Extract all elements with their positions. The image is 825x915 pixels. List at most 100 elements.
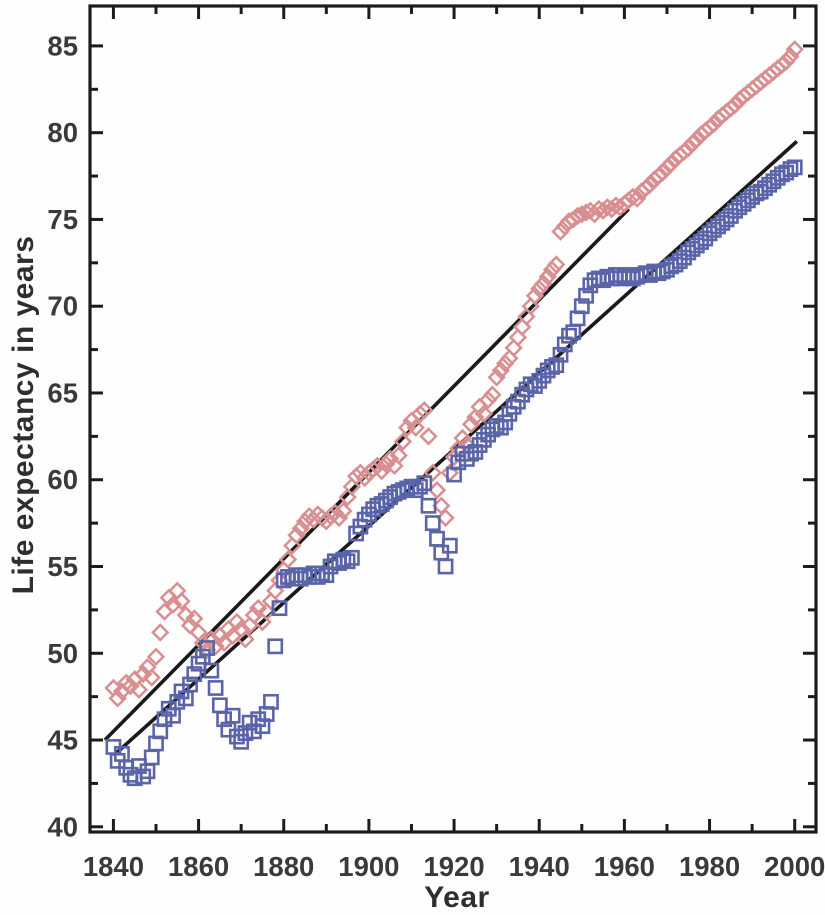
x-tick-label: 1900 [338, 851, 399, 882]
red-diamond-series [104, 40, 804, 708]
data-point-blue-square [335, 551, 352, 568]
y-tick-label: 75 [47, 204, 78, 235]
data-point-red-diamond [534, 274, 553, 293]
data-point-blue-square [237, 725, 254, 741]
data-point-red-diamond [683, 133, 702, 153]
data-point-red-diamond [478, 390, 498, 410]
data-point-red-diamond [636, 179, 655, 198]
data-point-red-diamond [593, 201, 613, 220]
data-point-blue-square [263, 693, 279, 710]
data-point-red-diamond [381, 449, 400, 469]
data-point-blue-square [182, 676, 198, 693]
data-point-red-diamond [474, 404, 494, 423]
data-point-blue-square [356, 511, 373, 528]
data-point-red-diamond [419, 427, 438, 446]
data-point-blue-square [556, 336, 573, 353]
data-point-blue-square [518, 381, 535, 398]
data-point-blue-square [233, 733, 250, 750]
data-point-blue-square [659, 261, 675, 278]
data-point-red-diamond [598, 198, 617, 217]
data-point-red-diamond [785, 40, 804, 59]
blue-square-series [105, 159, 803, 787]
y-tick-label: 70 [47, 291, 78, 322]
plot-frame [88, 4, 818, 834]
data-point-red-diamond [687, 130, 706, 149]
data-point-red-diamond [674, 142, 694, 161]
x-tick-label: 1940 [509, 851, 570, 882]
data-point-blue-square [561, 327, 577, 344]
data-point-blue-square [131, 758, 147, 774]
data-point-blue-square [514, 386, 531, 403]
data-point-red-diamond [202, 630, 221, 649]
data-point-red-diamond [619, 191, 638, 210]
axis-ticks [90, 6, 816, 832]
data-point-red-diamond [334, 501, 353, 521]
data-point-blue-square [203, 662, 220, 679]
data-point-red-diamond [777, 52, 796, 71]
data-point-blue-square [697, 230, 714, 247]
data-point-red-diamond [121, 677, 140, 696]
data-point-blue-square [718, 211, 735, 228]
data-point-blue-square [194, 648, 211, 665]
data-point-red-diamond [662, 154, 681, 174]
data-point-blue-square [475, 431, 492, 448]
axis-tick-labels: 1840 1860 1880 1900 1920 1940 1960 1980 2000 40 45… [47, 30, 825, 882]
data-point-red-diamond [185, 609, 204, 628]
data-point-red-diamond [461, 415, 481, 434]
data-point-red-diamond [415, 401, 434, 420]
x-tick-label: 2000 [764, 851, 825, 882]
data-point-blue-square [493, 419, 509, 436]
data-point-blue-square [186, 666, 203, 682]
data-point-red-diamond [278, 550, 298, 569]
data-point-blue-square [420, 497, 437, 514]
data-point-red-diamond [585, 205, 604, 224]
data-point-red-diamond [491, 361, 511, 380]
y-tick-label: 60 [47, 464, 78, 495]
data-point-red-diamond [657, 158, 677, 177]
data-point-red-diamond [227, 612, 247, 632]
data-point-red-diamond [572, 205, 591, 224]
data-point-blue-square [497, 414, 514, 431]
data-point-red-diamond [725, 95, 745, 115]
data-point-blue-square [471, 437, 488, 453]
data-point-blue-square [578, 287, 594, 304]
data-point-blue-square [744, 188, 761, 205]
data-point-blue-square [339, 553, 356, 570]
data-point-blue-square [527, 378, 543, 394]
y-tick-label: 85 [47, 30, 78, 61]
data-point-red-diamond [372, 461, 391, 481]
data-point-red-diamond [781, 47, 800, 66]
data-point-blue-square [199, 640, 215, 656]
data-point-red-diamond [525, 286, 545, 305]
y-tick-label: 80 [47, 117, 78, 148]
data-point-blue-square [318, 567, 335, 584]
data-point-blue-square [271, 600, 288, 617]
data-point-red-diamond [538, 267, 557, 286]
data-point-red-diamond [640, 175, 660, 194]
data-point-red-diamond [483, 385, 502, 404]
data-point-blue-square [552, 346, 569, 363]
data-point-red-diamond [393, 432, 413, 451]
data-point-blue-square [663, 258, 680, 275]
data-point-blue-square [211, 697, 228, 714]
y-tick-label: 65 [47, 377, 78, 408]
data-point-red-diamond [653, 163, 672, 182]
data-point-red-diamond [679, 139, 698, 158]
data-point-red-diamond [295, 512, 315, 531]
data-point-blue-square [573, 298, 590, 315]
data-point-red-diamond [142, 668, 161, 687]
data-point-blue-square [782, 161, 799, 178]
data-point-red-diamond [236, 630, 255, 649]
data-point-blue-square [786, 159, 803, 176]
data-point-red-diamond [155, 602, 174, 621]
x-tick-label: 1840 [83, 851, 144, 882]
data-point-red-diamond [551, 222, 570, 241]
data-point-blue-square [216, 711, 233, 728]
data-point-red-diamond [606, 196, 626, 215]
data-point-blue-square [722, 208, 739, 224]
data-point-blue-square [531, 372, 548, 389]
y-tick-label: 50 [47, 638, 78, 669]
data-point-blue-square [769, 169, 786, 186]
